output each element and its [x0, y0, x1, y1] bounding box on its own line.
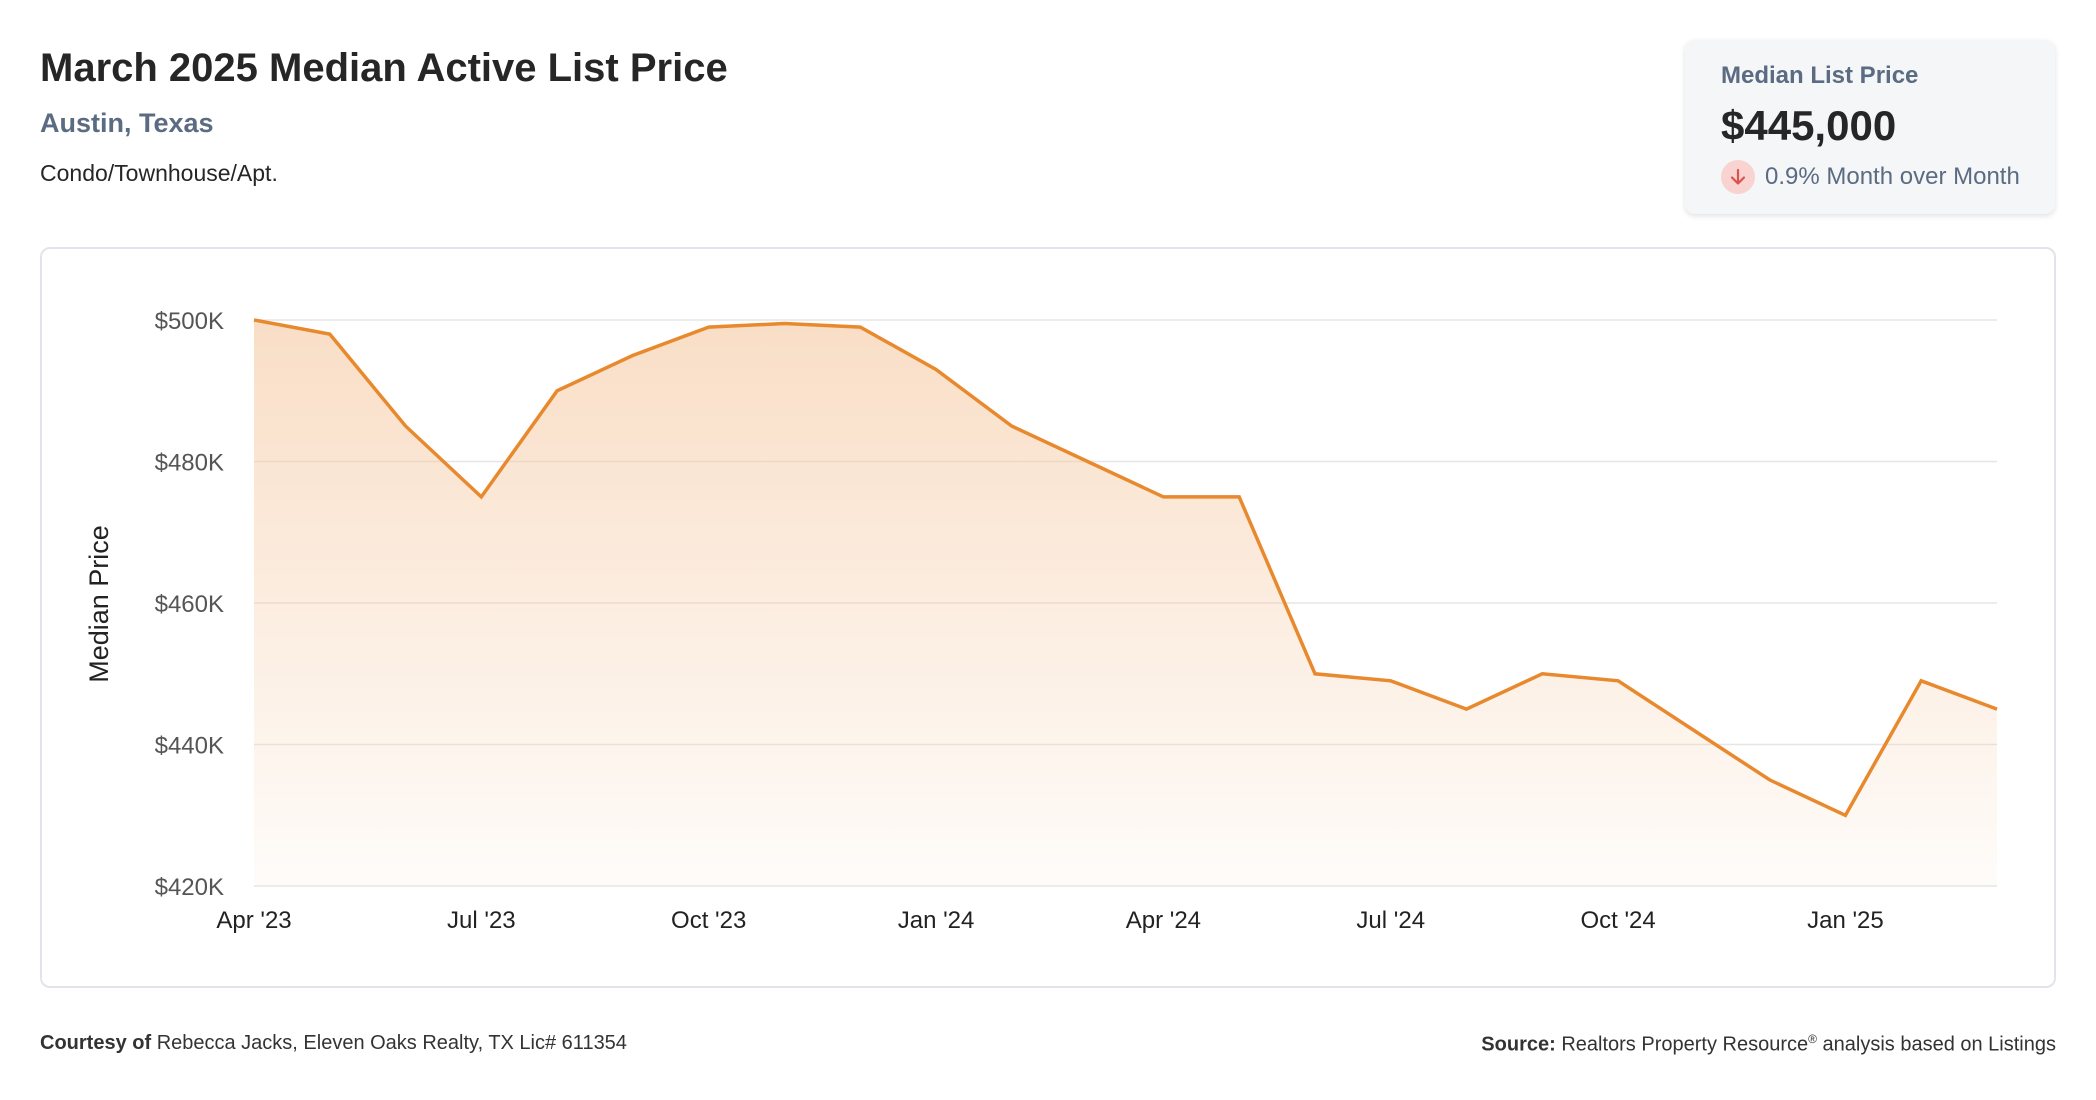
courtesy-text: Rebecca Jacks, Eleven Oaks Realty, TX Li… — [156, 1032, 627, 1054]
data-point — [1086, 460, 1090, 464]
source-text: Realtors Property Resource — [1561, 1033, 1809, 1056]
median-price-series-line — [253, 318, 1998, 818]
data-point — [1995, 707, 1999, 711]
kpi-label: Median List Price — [1721, 62, 1919, 89]
property-type-label: Condo/Townhouse/Apt. — [40, 160, 278, 186]
courtesy-label: Courtesy of — [40, 1032, 152, 1054]
source-label: Source: — [1481, 1033, 1556, 1056]
x-tick-label: Jan '24 — [898, 907, 975, 934]
data-point — [707, 325, 711, 329]
median-list-price-card: Median List Price $445,000 0.9% Month ov… — [1685, 40, 2055, 214]
x-tick-label: Apr '24 — [1126, 907, 1201, 934]
y-tick-label: $480K — [155, 450, 224, 477]
courtesy-footer: Courtesy of Rebecca Jacks, Eleven Oaks R… — [40, 1032, 627, 1055]
arrow-down-icon — [1721, 160, 1755, 194]
kpi-change-text: 0.9% Month over Month — [1765, 163, 2020, 190]
data-point — [631, 353, 635, 357]
data-point — [252, 318, 256, 322]
data-point — [1843, 813, 1847, 817]
data-point — [404, 424, 408, 428]
data-point — [1010, 424, 1014, 428]
data-point — [1313, 672, 1317, 676]
data-point — [1692, 728, 1696, 732]
registered-mark: ® — [1808, 1032, 1817, 1046]
data-point — [1389, 679, 1393, 683]
y-axis-label: Median Price — [84, 525, 114, 683]
y-tick-label: $460K — [155, 591, 224, 618]
chart-container: $500K $480K $460K $440K $420K Apr '23 Jul '23… — [40, 247, 2056, 988]
x-tick-label: Jul '24 — [1356, 907, 1425, 934]
source-footer: Source: Realtors Property Resource® anal… — [1481, 1032, 2056, 1057]
page-title: March 2025 Median Active List Price — [40, 46, 728, 90]
location-subtitle: Austin, Texas — [40, 108, 214, 138]
data-point — [1237, 495, 1241, 499]
x-tick-label: Jul '23 — [447, 907, 516, 934]
data-point — [328, 332, 332, 336]
x-tick-label: Oct '23 — [671, 907, 746, 934]
data-point — [1768, 778, 1772, 782]
data-point — [1161, 495, 1165, 499]
data-point — [1540, 672, 1544, 676]
area-fill — [254, 320, 1997, 886]
data-point — [1465, 707, 1469, 711]
data-point — [782, 322, 786, 326]
price-line-chart: $500K $480K $460K $440K $420K Apr '23 Jul '23… — [84, 308, 1999, 934]
data-point — [479, 495, 483, 499]
data-point — [555, 389, 559, 393]
y-tick-label: $420K — [155, 874, 224, 901]
y-tick-label: $440K — [155, 733, 224, 760]
source-text-post: analysis based on Listings — [1822, 1033, 2056, 1056]
data-point — [1919, 679, 1923, 683]
x-tick-label: Jan '25 — [1807, 907, 1884, 934]
y-tick-label: $500K — [155, 308, 224, 335]
kpi-change-row: 0.9% Month over Month — [1721, 160, 2055, 194]
data-point — [858, 325, 862, 329]
x-tick-label: Oct '24 — [1580, 907, 1655, 934]
x-tick-label: Apr '23 — [216, 907, 291, 934]
data-point — [934, 368, 938, 372]
kpi-value: $445,000 — [1721, 102, 1897, 149]
data-point — [1616, 679, 1620, 683]
